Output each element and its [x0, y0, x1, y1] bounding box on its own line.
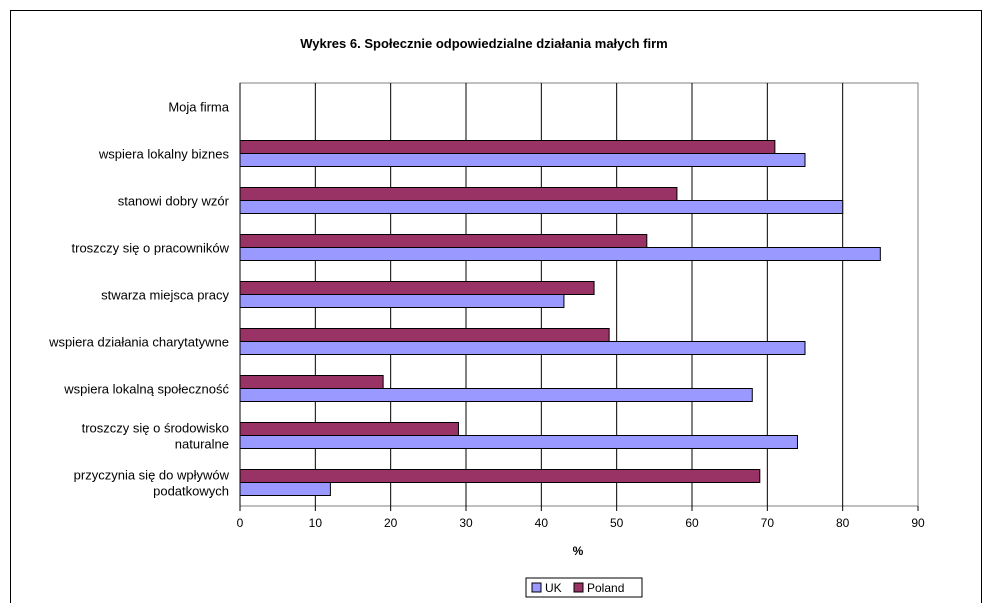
category-label: troszczy się o pracowników — [72, 241, 230, 256]
bar-poland — [239, 234, 648, 248]
x-tick-label: 10 — [309, 516, 323, 530]
category-label: troszczy się o środowisko naturalne — [82, 421, 229, 452]
category-label: stwarza miejsca pracy — [101, 288, 229, 303]
legend-swatch — [531, 582, 542, 593]
category-label: wspiera działania charytatywne — [48, 335, 229, 350]
category-label: wspiera lokalną społeczność — [63, 382, 229, 397]
legend-swatch — [573, 582, 584, 593]
bar-poland — [239, 140, 776, 154]
legend-label: Poland — [587, 581, 624, 595]
legend-box — [525, 577, 643, 598]
bar-uk — [239, 482, 331, 496]
bar-uk — [239, 200, 844, 214]
chart-title: Wykres 6. Społecznie odpowiedzialne dzia… — [300, 36, 668, 51]
legend-label: UK — [545, 581, 562, 595]
x-tick-label: 80 — [836, 516, 850, 530]
category-label-header: Moja firma — [168, 100, 229, 115]
bar-poland — [239, 469, 761, 483]
bar-uk — [239, 153, 806, 167]
x-tick-label: 40 — [535, 516, 549, 530]
category-label: stanowi dobry wzór — [118, 194, 230, 209]
bar-poland — [239, 281, 595, 295]
bar-poland — [239, 422, 459, 436]
x-tick-label: 60 — [685, 516, 699, 530]
x-tick-label: 0 — [237, 516, 244, 530]
bar-uk — [239, 294, 565, 308]
bar-uk — [239, 388, 753, 402]
x-axis-label: % — [573, 544, 584, 558]
x-tick-label: 70 — [761, 516, 775, 530]
bar-poland — [239, 375, 384, 389]
legend: UK Poland — [525, 577, 643, 598]
plot-area: 0 10 20 30 40 50 60 70 80 90 Moja firma wspiera lok… — [48, 82, 925, 530]
bar-uk — [239, 341, 806, 355]
bar-uk — [239, 247, 881, 261]
bar-poland — [239, 328, 610, 342]
x-tick-label: 20 — [384, 516, 398, 530]
bar-poland — [239, 187, 678, 201]
category-label: wspiera lokalny biznes — [98, 147, 230, 162]
category-label: przyczynia się do wpływów podatkowych — [74, 468, 230, 499]
x-tick-label: 30 — [459, 516, 473, 530]
bar-uk — [239, 435, 798, 449]
x-tick-label: 50 — [610, 516, 624, 530]
x-tick-label: 90 — [911, 516, 925, 530]
